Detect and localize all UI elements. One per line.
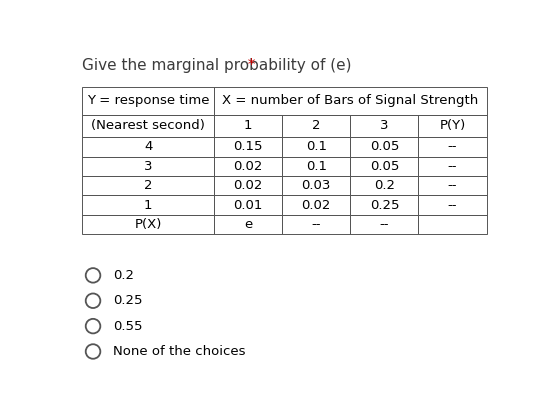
Bar bbox=[82, 176, 214, 195]
Bar bbox=[418, 176, 487, 195]
Text: 0.05: 0.05 bbox=[370, 141, 399, 154]
Text: 0.25: 0.25 bbox=[113, 294, 143, 307]
Text: 2: 2 bbox=[312, 119, 321, 132]
Text: e: e bbox=[244, 218, 253, 231]
Bar bbox=[350, 195, 418, 215]
Text: 1: 1 bbox=[244, 119, 253, 132]
Bar bbox=[282, 157, 350, 176]
Bar bbox=[350, 114, 418, 137]
Text: Give the marginal probability of (e) *: Give the marginal probability of (e) * bbox=[0, 396, 1, 397]
Text: --: -- bbox=[448, 141, 457, 154]
Bar bbox=[214, 114, 282, 137]
Text: 2: 2 bbox=[144, 179, 153, 192]
Text: None of the choices: None of the choices bbox=[113, 345, 246, 358]
Text: 4: 4 bbox=[144, 141, 153, 154]
Bar bbox=[82, 137, 214, 157]
Text: --: -- bbox=[448, 160, 457, 173]
Text: P(Y): P(Y) bbox=[440, 119, 466, 132]
Text: --: -- bbox=[448, 198, 457, 212]
Bar bbox=[350, 176, 418, 195]
Bar bbox=[214, 157, 282, 176]
Text: P(X): P(X) bbox=[134, 218, 162, 231]
Bar bbox=[282, 137, 350, 157]
Bar bbox=[214, 137, 282, 157]
Bar bbox=[282, 176, 350, 195]
Text: 0.05: 0.05 bbox=[370, 160, 399, 173]
Bar bbox=[350, 137, 418, 157]
Bar bbox=[282, 195, 350, 215]
Bar bbox=[282, 114, 350, 137]
Bar bbox=[82, 114, 214, 137]
Text: 0.15: 0.15 bbox=[234, 141, 263, 154]
Text: *: * bbox=[82, 58, 256, 73]
Text: 0.02: 0.02 bbox=[234, 179, 263, 192]
Text: (Nearest second): (Nearest second) bbox=[91, 119, 205, 132]
Text: 1: 1 bbox=[144, 198, 153, 212]
Bar bbox=[350, 157, 418, 176]
Text: 0.03: 0.03 bbox=[301, 179, 331, 192]
Bar bbox=[214, 215, 282, 234]
Text: 0.1: 0.1 bbox=[306, 160, 327, 173]
Text: 0.2: 0.2 bbox=[374, 179, 395, 192]
Text: 0.02: 0.02 bbox=[234, 160, 263, 173]
Text: --: -- bbox=[448, 179, 457, 192]
Text: 3: 3 bbox=[144, 160, 153, 173]
Text: X = number of Bars of Signal Strength: X = number of Bars of Signal Strength bbox=[222, 94, 478, 108]
Bar bbox=[418, 157, 487, 176]
Bar bbox=[350, 215, 418, 234]
Bar bbox=[282, 215, 350, 234]
Bar bbox=[418, 195, 487, 215]
Bar bbox=[418, 215, 487, 234]
Bar bbox=[82, 87, 214, 114]
Text: --: -- bbox=[311, 218, 321, 231]
Bar bbox=[82, 157, 214, 176]
Text: Y = response time: Y = response time bbox=[87, 94, 209, 108]
Bar bbox=[82, 215, 214, 234]
Text: 0.25: 0.25 bbox=[370, 198, 399, 212]
Text: 0.2: 0.2 bbox=[113, 269, 134, 282]
Bar bbox=[214, 195, 282, 215]
Text: --: -- bbox=[380, 218, 389, 231]
Text: 0.1: 0.1 bbox=[306, 141, 327, 154]
Bar bbox=[82, 195, 214, 215]
Text: 0.02: 0.02 bbox=[301, 198, 331, 212]
Bar bbox=[214, 176, 282, 195]
Bar bbox=[214, 87, 487, 114]
Text: 3: 3 bbox=[380, 119, 388, 132]
Text: 0.01: 0.01 bbox=[234, 198, 263, 212]
Bar bbox=[418, 114, 487, 137]
Bar bbox=[418, 137, 487, 157]
Text: Give the marginal probability of (e): Give the marginal probability of (e) bbox=[82, 58, 352, 73]
Text: 0.55: 0.55 bbox=[113, 320, 143, 333]
